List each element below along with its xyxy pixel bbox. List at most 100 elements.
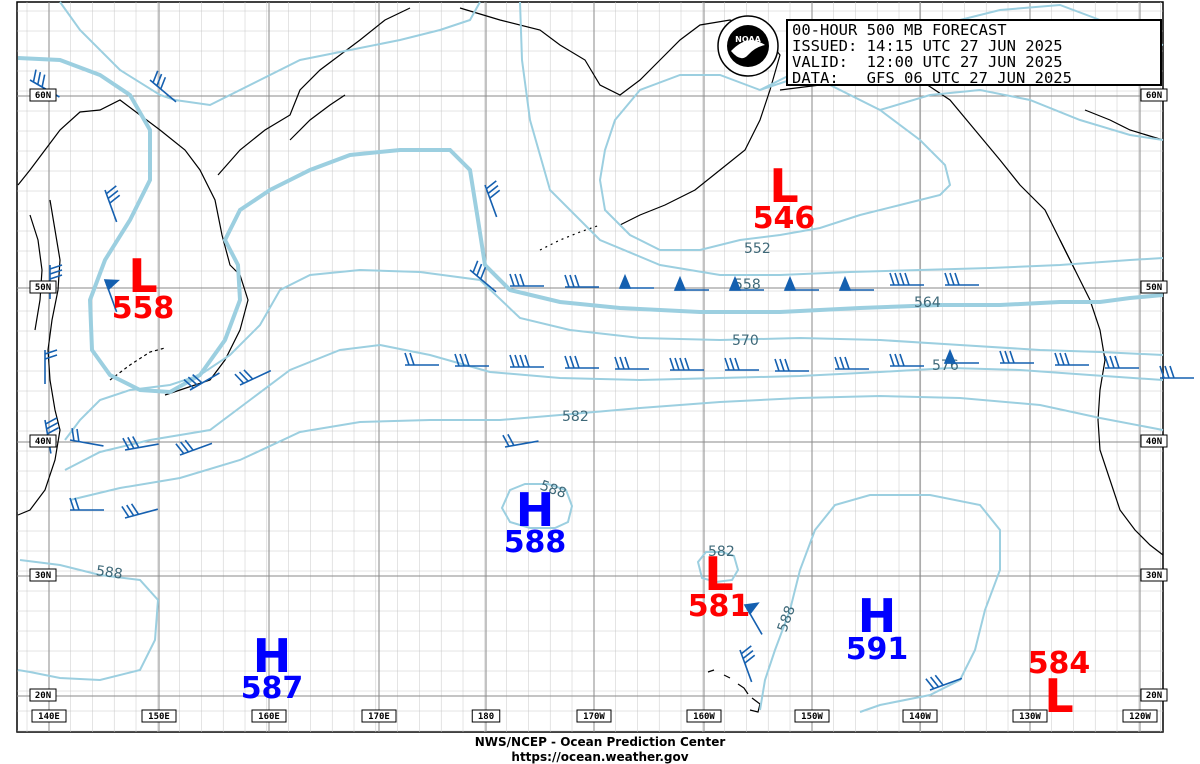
low-center-value: 584: [1028, 646, 1091, 681]
low-center-letter: L: [128, 249, 157, 303]
low-center-value: 581: [688, 589, 751, 624]
contour-588-east: [759, 494, 1001, 713]
wind-barb: [469, 260, 497, 293]
forecast-info-box: 00-HOUR 500 MB FORECAST ISSUED: 14:15 UTC…: [786, 19, 1162, 86]
lon-label: 140W: [909, 712, 931, 722]
wind-barb: [454, 353, 489, 367]
wind-barb: [122, 436, 159, 451]
contour-north-1: [59, 1, 481, 107]
major-grid: [17, 2, 1163, 732]
wind-barb: [1159, 365, 1194, 379]
wind-barb: [999, 350, 1034, 364]
wind-barb: [774, 358, 809, 372]
contour-label: 582: [562, 409, 589, 425]
lon-label: 140E: [38, 712, 60, 722]
lat-label-50n: 50N: [35, 283, 51, 293]
wind-barb: [925, 674, 963, 691]
coast-kurils: [109, 347, 166, 381]
wind-barb: [889, 272, 924, 286]
wind-barb: [728, 275, 764, 291]
wind-barb: [564, 274, 599, 288]
footer-agency: NWS/NCEP - Ocean Prediction Center: [474, 735, 726, 749]
coast-japan: [17, 199, 61, 516]
data-line: DATA: GFS 06 UTC 27 JUN 2025: [792, 69, 1072, 87]
lon-label: 170W: [583, 712, 605, 722]
wind-barb: [234, 369, 272, 386]
issued-line: ISSUED: 14:15 UTC 27 JUN 2025: [792, 37, 1063, 55]
contour-570: [64, 268, 1164, 441]
wind-barb: [121, 503, 159, 519]
lat-label-60n-right: 60N: [1146, 91, 1162, 101]
lon-label: 160E: [258, 712, 280, 722]
wind-barb: [484, 180, 501, 218]
wind-barb: [739, 645, 756, 683]
lat-label-50n-right: 50N: [1146, 283, 1162, 293]
pressure-centers: L 558 L 546 H 588 L 581 H 591 H 587 584 …: [112, 159, 1091, 723]
wind-barb: [149, 70, 177, 103]
wind-barb: [889, 353, 924, 367]
lat-label-20n: 20N: [35, 691, 51, 701]
forecast-title: 00-HOUR 500 MB FORECAST: [792, 21, 1007, 39]
contour-label-group: 552 558 564 570 576 582 588 582 588 588: [95, 241, 959, 634]
coast-aleutians: [539, 224, 601, 251]
high-center-letter: H: [858, 589, 897, 643]
lon-label: 160W: [693, 712, 715, 722]
high-center-value: 588: [504, 525, 567, 560]
high-center-letter: H: [516, 483, 555, 537]
coast-sakhalin: [29, 214, 43, 331]
contour-582-small: [696, 551, 740, 584]
lon-label: 120W: [1129, 712, 1151, 722]
wind-barb: [834, 356, 869, 370]
coast-canada: [1084, 109, 1164, 141]
wind-barb: [838, 275, 874, 291]
lon-label: 130W: [1019, 712, 1041, 722]
wind-barb: [614, 356, 649, 370]
contour-582: [69, 394, 1164, 501]
wind-barb: [618, 273, 654, 289]
low-center-letter: L: [704, 547, 733, 601]
contour-588-center: [500, 483, 574, 529]
contour-label: 588: [95, 563, 124, 583]
contour-label: 558: [734, 277, 761, 293]
footer-url[interactable]: https://ocean.weather.gov: [511, 750, 689, 764]
contour-label: 582: [708, 544, 735, 560]
contour-552: [598, 74, 952, 251]
valid-line: VALID: 12:00 UTC 27 JUN 2025: [792, 53, 1063, 71]
wind-barb: [943, 348, 979, 364]
lat-label-40n-right: 40N: [1146, 437, 1162, 447]
coast-hawaii: [707, 669, 761, 713]
lat-labels: 60N 50N 40N 30N 20N 60N 50N 40N 30N 20N: [29, 88, 1168, 702]
lon-label: 180: [478, 712, 494, 722]
wind-barb: [743, 602, 763, 635]
lat-label-30n-right: 30N: [1146, 571, 1162, 581]
low-center-value: 546: [753, 201, 816, 236]
wind-barb: [404, 352, 439, 366]
wind-barb: [44, 349, 58, 384]
lon-labels: 140E 150E 160E 170E 180 170W 160W 150W 140W 130W 1…: [31, 709, 1158, 723]
contour-558: [519, 1, 1164, 276]
low-center-value: 558: [112, 291, 175, 326]
wind-barb: [103, 279, 120, 313]
lon-label: 150E: [148, 712, 170, 722]
map-frame: [16, 1, 1164, 733]
high-center-letter: H: [253, 629, 292, 683]
lat-label-30n: 30N: [35, 571, 51, 581]
contour-label: 552: [744, 241, 771, 257]
wind-barb: [1104, 355, 1139, 369]
wind-barb: [673, 275, 709, 291]
coast-kamchatka: [17, 99, 249, 396]
wind-barb: [69, 428, 104, 447]
wind-barb: [944, 272, 979, 286]
wind-barbs: [29, 69, 1194, 691]
minor-grid: [17, 2, 1163, 732]
high-center-value: 587: [241, 671, 304, 706]
wind-barb: [502, 433, 539, 448]
lat-label-20n-right: 20N: [1146, 691, 1162, 701]
high-center-value: 591: [846, 632, 909, 667]
contour-label: 570: [732, 333, 759, 349]
wind-barb: [509, 354, 544, 368]
noaa-logo-text: NOAA: [735, 35, 761, 44]
coast-alaska-west: [459, 7, 781, 226]
lat-label-40n: 40N: [35, 437, 51, 447]
wind-barb: [1054, 352, 1089, 366]
